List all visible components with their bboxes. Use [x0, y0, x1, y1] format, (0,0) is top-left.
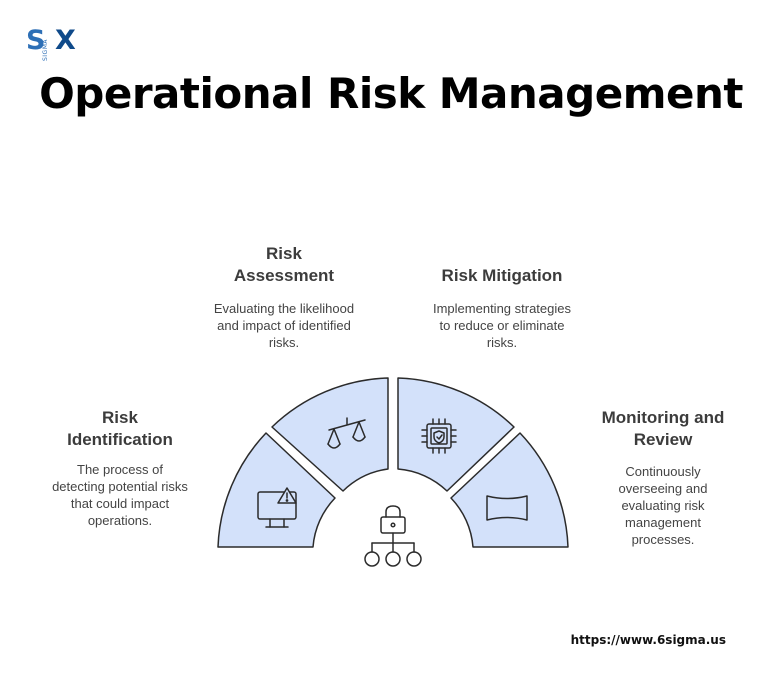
chip-shield-icon [421, 418, 457, 454]
stage-title-line: Review [633, 430, 693, 449]
segment-assessment [271, 377, 389, 492]
stage-desc-line: Continuously [625, 464, 701, 479]
stage-desc-line: Implementing strategies [432, 301, 571, 316]
page-title: Operational Risk Management [39, 69, 743, 118]
stage-desc-line: operations. [87, 513, 153, 528]
stage-desc-line: management [625, 515, 701, 530]
stage-desc-identification: The process of detecting potential risks… [30, 461, 210, 529]
stage-desc-line: to reduce or eliminate [439, 318, 565, 333]
stage-desc-line: processes. [631, 532, 695, 547]
logo-letter-s: S [26, 25, 46, 56]
stage-title-line: Assessment [233, 266, 335, 285]
brand-logo: S SIGMA X [26, 25, 82, 62]
logo-letter-x: X [55, 25, 76, 56]
curved-screen-icon [486, 495, 528, 521]
segment-mitigation [397, 377, 515, 492]
segment-monitoring [450, 432, 569, 548]
stage-title-line: Risk Mitigation [441, 266, 563, 285]
stage-title-line: Identification [67, 430, 173, 449]
stage-desc-mitigation: Implementing strategies to reduce or eli… [412, 300, 592, 351]
website-url[interactable]: https://www.6sigma.us [570, 633, 726, 647]
stage-title-mitigation: Risk Mitigation [412, 265, 592, 287]
stage-desc-line: risks. [268, 335, 300, 350]
stage-desc-line: The process of [77, 462, 163, 477]
segment-identification [217, 432, 336, 548]
stage-desc-line: detecting potential risks [52, 479, 188, 494]
balance-scale-icon [327, 417, 366, 449]
stage-desc-line: Evaluating the likelihood [213, 301, 355, 316]
stage-title-line: Risk [266, 244, 302, 263]
stage-title-identification: Risk Identification [40, 407, 200, 451]
stage-desc-line: overseeing and [618, 481, 708, 496]
stage-desc-line: and impact of identified [217, 318, 351, 333]
stage-desc-line: that could impact [70, 496, 170, 511]
stage-desc-monitoring: Continuously overseeing and evaluating r… [593, 463, 733, 548]
monitor-warning-icon [257, 487, 297, 528]
lock-network-icon [364, 505, 422, 567]
stage-title-line: Risk [102, 408, 138, 427]
stage-title-line: Monitoring and [601, 408, 725, 427]
stage-desc-line: risks. [486, 335, 518, 350]
stage-title-assessment: Risk Assessment [204, 243, 364, 287]
stage-desc-assessment: Evaluating the likelihood and impact of … [194, 300, 374, 351]
stage-title-monitoring: Monitoring and Review [583, 407, 743, 451]
stage-desc-line: evaluating risk [621, 498, 705, 513]
